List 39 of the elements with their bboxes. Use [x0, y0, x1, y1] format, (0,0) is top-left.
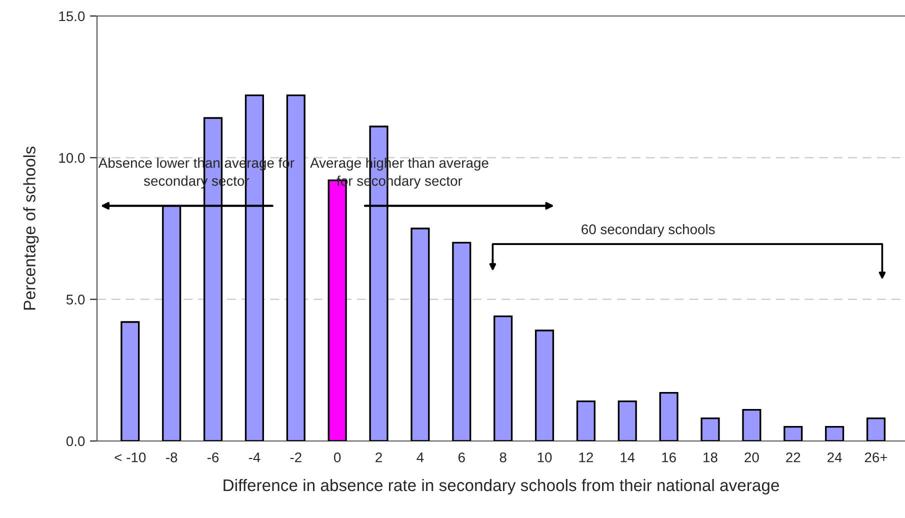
bar	[784, 426, 803, 441]
x-tick-label: 22	[786, 452, 800, 462]
x-tick-label: 14	[620, 452, 635, 462]
x-tick-label: 18	[704, 452, 718, 462]
bar	[825, 426, 844, 441]
x-tick-label: < -10	[114, 452, 146, 462]
bar	[700, 418, 720, 441]
bar	[120, 321, 140, 441]
x-tick-label: -4	[248, 452, 260, 462]
x-tick-label: 12	[579, 452, 593, 462]
x-tick-label: 24	[828, 452, 842, 462]
bar	[534, 330, 554, 441]
x-tick-label: 16	[662, 452, 676, 462]
x-tick-label: -6	[207, 452, 219, 462]
x-tick-label: 2	[376, 452, 382, 462]
x-tick-label: -8	[166, 452, 178, 462]
y-tick-label: 0.0	[66, 436, 85, 446]
bar	[618, 400, 637, 441]
bar	[452, 242, 472, 441]
x-tick-label: 0	[334, 452, 341, 462]
x-axis-title: Difference in absence rate in secondary schools from their national average	[224, 478, 779, 494]
bar	[576, 400, 596, 441]
x-tick-label: 10	[538, 452, 552, 462]
annotation: 60 secondary schools	[582, 224, 715, 237]
bar	[494, 316, 513, 441]
y-tick-label: 5.0	[66, 294, 85, 305]
x-tick-label: 6	[458, 452, 465, 462]
y-axis-title: Percentage of schools	[23, 146, 39, 310]
y-tick-label: 15.0	[59, 11, 85, 22]
bar	[742, 409, 762, 441]
x-tick-label: 8	[500, 452, 506, 462]
x-tick-label: -2	[290, 452, 302, 462]
bar	[410, 228, 430, 441]
y-tick-label: 10.0	[59, 153, 85, 163]
x-tick-label: 4	[416, 452, 424, 462]
x-tick-label: 26+	[864, 452, 888, 462]
x-tick-label: 20	[744, 452, 759, 462]
bar	[659, 392, 678, 441]
bar	[866, 418, 886, 441]
